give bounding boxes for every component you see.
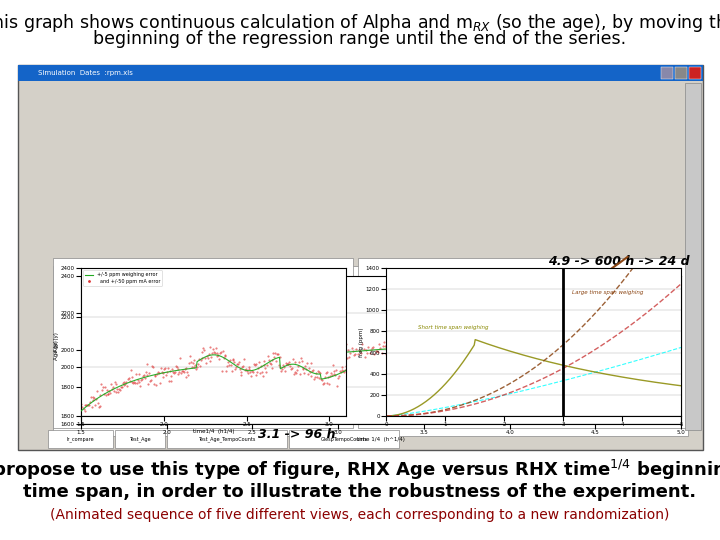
Text: 3.1 -> 96 h: 3.1 -> 96 h [258, 428, 335, 441]
Text: time span, in order to illustrate the robustness of the experiment.: time span, in order to illustrate the ro… [24, 483, 696, 501]
Y-axis label: Age (y): Age (y) [55, 340, 59, 360]
Text: Large time span weighing: Large time span weighing [572, 291, 643, 295]
Text: lr_compare: lr_compare [67, 436, 94, 442]
Bar [18, 65, 703, 81]
Text: beginning of the regression range until the end of the series.: beginning of the regression range until … [94, 30, 626, 48]
Text: Simulation  Dates  :rpm.xls: Simulation Dates :rpm.xls [38, 70, 133, 76]
Bar [675, 67, 687, 79]
Bar [689, 67, 701, 79]
Text: This graph shows continuous calculation of Alpha and m$_{RX}$ (so the age), by m: This graph shows continuous calculation … [0, 12, 720, 34]
Bar [358, 258, 688, 428]
Y-axis label: freg (ppm): freg (ppm) [359, 327, 364, 357]
Text: Test_Age: Test_Age [129, 436, 150, 442]
Bar [48, 430, 113, 448]
X-axis label: time 1/4  (h^1/4): time 1/4 (h^1/4) [357, 437, 405, 442]
Y-axis label: Age (y): Age (y) [55, 332, 59, 352]
Text: 4.9 -> 600 h -> 24 d: 4.9 -> 600 h -> 24 d [549, 255, 690, 268]
Legend: +/-5 ppm weighing error,   and +/-50 ppm mA error: +/-5 ppm weighing error, and +/-50 ppm m… [84, 271, 162, 286]
Bar [53, 266, 688, 436]
Bar [685, 83, 701, 430]
Text: (Animated sequence of five different views, each corresponding to a new randomiz: (Animated sequence of five different vie… [50, 508, 670, 522]
Text: We propose to use this type of figure, RHX Age versus RHX time$^{1/4}$ beginning: We propose to use this type of figure, R… [0, 458, 720, 482]
Text: GlespTempoCounts: GlespTempoCounts [320, 436, 367, 442]
Bar [18, 65, 703, 450]
Bar [289, 430, 399, 448]
Legend: +/-5 ppm weighing error,   and +/-50 ppm mA error: +/-5 ppm weighing error, and +/-50 ppm m… [577, 282, 666, 298]
Bar [53, 258, 353, 428]
Text: Short time span weighing: Short time span weighing [418, 325, 489, 330]
Bar [661, 67, 673, 79]
Bar [115, 430, 165, 448]
Bar [167, 430, 287, 448]
Text: Test_Age_TempoCounts: Test_Age_TempoCounts [198, 436, 256, 442]
X-axis label: time1/4  (h1/4): time1/4 (h1/4) [193, 429, 234, 434]
